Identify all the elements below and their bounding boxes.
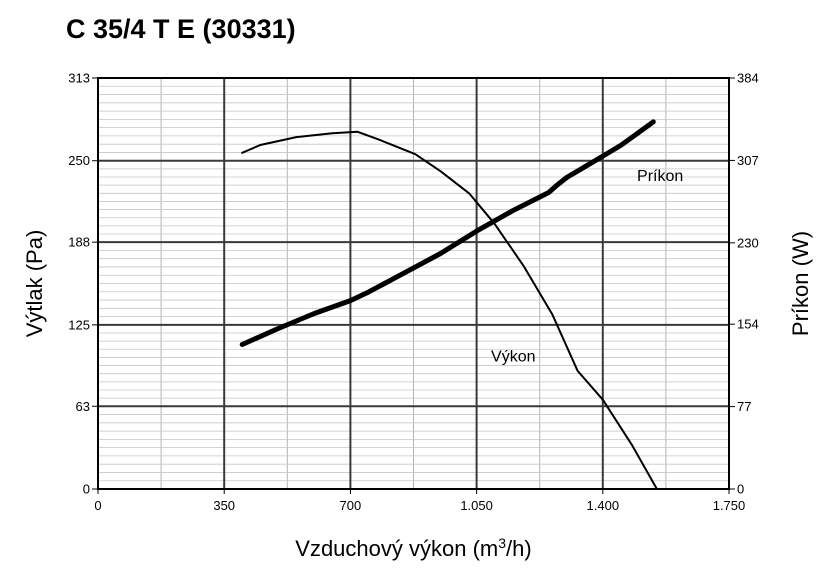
y-right-axis-ticks: 0 77 154 230 307 384 [729, 71, 759, 497]
x-tick-label: 1.400 [587, 498, 620, 513]
y-right-tick-label: 0 [737, 482, 744, 497]
series-layer [239, 119, 658, 490]
plot-frame [97, 77, 730, 490]
y-left-tick-label: 63 [76, 399, 90, 414]
chart-title: C 35/4 T E (30331) [66, 14, 296, 44]
y-left-tick-label: 125 [68, 317, 90, 332]
y-right-tick-label: 230 [737, 235, 759, 250]
minor-grid [97, 78, 730, 489]
y-right-tick-label: 154 [737, 317, 759, 332]
x-tick-label: 350 [213, 498, 235, 513]
series-label-vykon: Výkon [491, 349, 535, 366]
x-tick-label: 1.750 [713, 498, 746, 513]
y-right-tick-label: 384 [737, 71, 759, 86]
series-line-vykon [241, 130, 658, 490]
y-right-axis-label: Príkon (W) [788, 231, 813, 336]
x-axis-ticks: 0 350 700 1.050 1.400 1.750 [94, 489, 745, 513]
x-tick-label: 1.050 [460, 498, 493, 513]
x-tick-label: 700 [340, 498, 362, 513]
y-left-tick-label: 313 [68, 71, 90, 86]
y-right-tick-label: 307 [737, 153, 759, 168]
series-line-prikon [239, 119, 656, 347]
series-label-prikon: Príkon [637, 168, 683, 185]
y-left-tick-label: 250 [68, 153, 90, 168]
x-axis-label-base: Vzduchový výkon (m [295, 536, 498, 561]
x-axis-label: Vzduchový výkon (m3/h) [295, 535, 531, 561]
y-left-tick-label: 188 [68, 235, 90, 250]
x-tick-label: 0 [94, 498, 101, 513]
x-axis-label-tail: /h) [506, 536, 532, 561]
y-left-tick-label: 0 [83, 482, 90, 497]
y-right-tick-label: 77 [737, 399, 751, 414]
y-left-axis-label: Výtlak (Pa) [22, 230, 47, 338]
y-left-axis-ticks: 0 63 125 188 250 313 [68, 71, 98, 497]
x-axis-label-sup: 3 [498, 535, 506, 551]
